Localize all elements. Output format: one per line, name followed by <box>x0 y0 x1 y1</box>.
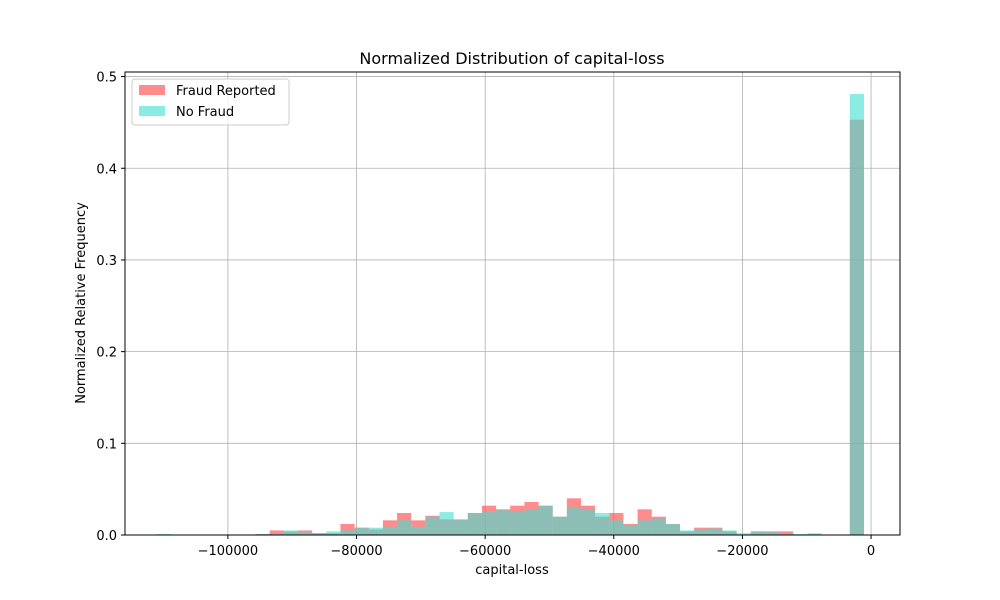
y-tick-label: 0.5 <box>96 71 117 86</box>
bar-no-fraud <box>764 532 780 535</box>
bar-no-fraud <box>312 533 327 535</box>
bar-no-fraud <box>736 533 751 535</box>
x-tick-label: −80000 <box>330 544 382 559</box>
plot-area <box>125 72 900 535</box>
legend-box <box>131 78 290 126</box>
x-tick-label: −60000 <box>459 544 511 559</box>
y-axis-label: Normalized Relative Frequency <box>74 202 89 404</box>
bar-no-fraud <box>566 507 581 535</box>
legend-swatch-no-fraud <box>139 106 165 116</box>
bar-no-fraud <box>283 530 299 535</box>
y-tick-label: 0.4 <box>96 162 117 177</box>
bar-no-fraud <box>623 524 638 535</box>
bar-no-fraud <box>397 520 412 535</box>
bar-no-fraud <box>326 531 341 535</box>
bar-no-fraud <box>467 512 482 535</box>
y-tick-label: 0.1 <box>96 437 117 452</box>
bar-no-fraud <box>269 533 284 535</box>
x-tick-label: −40000 <box>588 544 640 559</box>
bar-no-fraud <box>665 523 681 535</box>
bar-no-fraud <box>453 519 468 535</box>
y-tick-label: 0.0 <box>96 529 117 544</box>
bar-no-fraud <box>382 526 398 535</box>
bar-no-fraud <box>680 530 695 535</box>
bar-no-fraud <box>694 529 709 535</box>
bar-no-fraud <box>609 520 624 535</box>
x-tick-label: −100000 <box>198 544 259 559</box>
bar-no-fraud <box>439 512 454 535</box>
bar-no-fraud <box>368 527 383 535</box>
bar-no-fraud <box>538 505 553 535</box>
bar-no-fraud <box>807 533 822 535</box>
bar-no-fraud <box>411 526 426 535</box>
bar-no-fraud <box>651 518 666 535</box>
x-tick-label: 0 <box>867 544 875 559</box>
legend-swatch-fraud-reported <box>139 85 165 95</box>
bar-no-fraud <box>708 528 723 535</box>
bar-no-fraud <box>354 527 369 535</box>
bar-no-fraud <box>552 516 567 535</box>
bar-fraud-reported <box>779 531 794 535</box>
y-tick-label: 0.3 <box>96 254 117 269</box>
bar-no-fraud <box>340 530 355 535</box>
legend-label-no-fraud: No Fraud <box>176 105 234 120</box>
bar-no-fraud <box>425 516 440 535</box>
x-tick-label: −20000 <box>716 544 768 559</box>
legend: Fraud Reported No Fraud <box>131 78 290 126</box>
bar-no-fraud <box>496 510 511 535</box>
y-tick-label: 0.2 <box>96 346 117 361</box>
bar-no-fraud <box>524 509 539 535</box>
histogram-bars <box>156 94 864 536</box>
bar-no-fraud <box>580 509 596 535</box>
bar-fraud-reported <box>269 530 284 535</box>
x-axis-label: capital-loss <box>475 563 549 578</box>
bar-no-fraud <box>510 511 525 535</box>
legend-label-fraud-reported: Fraud Reported <box>176 84 276 99</box>
bar-no-fraud <box>637 520 652 535</box>
plot-frame <box>124 71 901 536</box>
chart-title: Normalized Distribution of capital-loss <box>359 49 664 68</box>
bar-no-fraud <box>481 512 497 535</box>
bar-no-fraud <box>750 531 765 535</box>
bar-no-fraud <box>849 94 864 535</box>
bar-fraud-reported <box>340 523 355 535</box>
bar-no-fraud <box>298 532 313 535</box>
bar-no-fraud <box>595 512 610 535</box>
axis-ticks: −100000 −80000 −60000 −40000 −20000 0 0.0 0.1 0.… <box>96 71 875 559</box>
bar-no-fraud <box>722 530 737 535</box>
